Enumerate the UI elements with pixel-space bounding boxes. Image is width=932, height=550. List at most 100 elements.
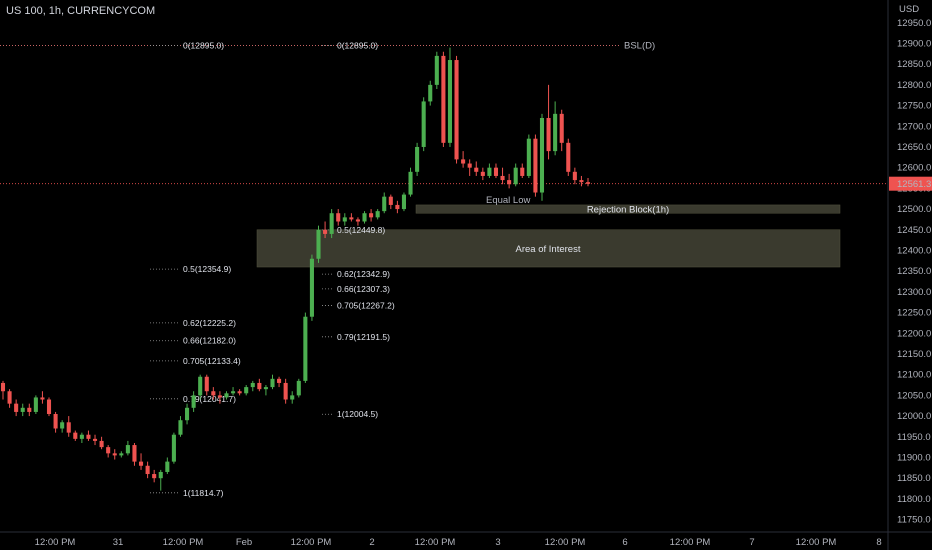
y-tick-label: 11800.0 — [897, 494, 931, 505]
candle-body-up — [185, 407, 190, 421]
fib-level-label-left: 0.5(12354.9) — [183, 264, 231, 274]
candle-body-up — [382, 196, 387, 212]
candle-body-down — [559, 113, 564, 143]
zone-rect — [415, 204, 841, 214]
candle-body-up — [270, 378, 275, 388]
candle-body-down — [507, 180, 512, 185]
candle-body-up — [171, 434, 176, 462]
candle-body-up — [178, 420, 183, 435]
candle-body-up — [362, 213, 367, 222]
candle-body-up — [263, 387, 268, 390]
candle-body-down — [369, 213, 374, 218]
candle-body-down — [237, 391, 242, 394]
candle-body-down — [40, 397, 45, 400]
candle-body-down — [7, 391, 12, 404]
y-tick-label: 11900.0 — [897, 452, 931, 463]
y-tick-label: 12250.0 — [897, 308, 931, 319]
x-tick-label: 3 — [495, 537, 500, 548]
candle-body-up — [33, 397, 38, 412]
candle-body-up — [316, 229, 321, 259]
candle-body-up — [119, 453, 124, 456]
x-tick-label: 7 — [749, 537, 754, 548]
candle-body-up — [434, 55, 439, 85]
fib-level-label-right: 1(12004.5) — [337, 409, 378, 419]
candle-body-down — [461, 159, 466, 164]
candle-body-up — [303, 316, 308, 381]
y-tick-label: 12500.0 — [897, 204, 931, 215]
fib-level-label-left: 0.62(12225.2) — [183, 318, 236, 328]
y-tick-label: 12300.0 — [897, 287, 931, 298]
candle-body-up — [513, 167, 518, 185]
candle-body-up — [20, 407, 25, 412]
symbol-title: US 100, 1h, CURRENCYCOM — [6, 5, 156, 17]
fib-level-label-left: 0.66(12182.0) — [183, 336, 236, 346]
candle-body-up — [244, 387, 249, 394]
fib-level-label-right: 0.62(12342.9) — [337, 269, 390, 279]
candle-body-down — [66, 422, 71, 433]
candle-body-up — [342, 217, 347, 222]
candle-body-down — [53, 414, 58, 429]
y-tick-label: 12750.0 — [897, 101, 931, 112]
candle-body-up — [296, 380, 301, 396]
candle-body-down — [211, 391, 216, 396]
fib-level-label-left: 0(12895.0) — [183, 41, 224, 51]
candle-body-up — [539, 117, 545, 193]
bsl-label: BSL(D) — [624, 41, 655, 52]
candle-body-down — [579, 180, 584, 183]
candle-body-up — [125, 445, 130, 454]
candle-body-up — [290, 395, 295, 400]
equal-low-label: Equal Low — [486, 195, 531, 206]
x-tick-label: 12:00 PM — [545, 537, 586, 548]
candle-body-down — [27, 407, 32, 412]
fib-level-label-right: 0.705(12267.2) — [337, 300, 395, 310]
candle-body-down — [355, 219, 360, 222]
candle-body-up — [401, 194, 406, 210]
x-tick-label: 12:00 PM — [796, 537, 837, 548]
y-tick-label: 11950.0 — [897, 432, 931, 443]
y-tick-label: 12900.0 — [897, 38, 931, 49]
candle-body-up — [224, 393, 229, 398]
candle-body-up — [428, 84, 433, 102]
candle-body-up — [198, 376, 203, 396]
fib-level-label-left: 1(11814.7) — [183, 488, 224, 498]
fib-level-label-left: 0.79(12041.7) — [183, 394, 236, 404]
candle-body-down — [454, 60, 459, 160]
x-tick-label: 31 — [113, 537, 124, 548]
y-tick-label: 12350.0 — [897, 266, 931, 277]
candle-body-down — [99, 440, 104, 448]
candle-body-down — [106, 447, 111, 454]
candle-body-up — [60, 422, 65, 429]
y-tick-label: 12600.0 — [897, 163, 931, 174]
candle-body-down — [132, 445, 137, 462]
candle-body-up — [165, 461, 170, 472]
candle-body-down — [441, 55, 446, 143]
fib-level-label-right: 0.79(12191.5) — [337, 332, 390, 342]
candle-body-down — [520, 167, 525, 176]
current-price-value: 12561.3 — [897, 179, 931, 190]
candle-body-down — [395, 204, 400, 210]
candle-body-up — [329, 213, 334, 234]
candle-body-down — [572, 171, 577, 181]
y-tick-label: 12800.0 — [897, 80, 931, 91]
zone-label: Area of Interest — [516, 244, 581, 255]
y-tick-label: 12100.0 — [897, 370, 931, 381]
candle-body-up — [231, 391, 236, 394]
candle-body-up — [553, 113, 558, 152]
y-tick-label: 12150.0 — [897, 349, 931, 360]
fib-level-label-left: 0.705(12133.4) — [183, 356, 241, 366]
y-tick-label: 12000.0 — [897, 411, 931, 422]
candle-body-down — [388, 196, 393, 205]
candle-body-down — [92, 438, 98, 441]
currency-label: USD — [899, 4, 919, 15]
candle-body-up — [191, 395, 196, 408]
current-price-tag — [889, 176, 932, 191]
candle-body-down — [349, 217, 354, 220]
x-tick-label: 12:00 PM — [670, 537, 711, 548]
y-tick-label: 12950.0 — [897, 18, 931, 29]
candle-body-down — [467, 163, 472, 168]
candle-body-down — [112, 453, 117, 456]
x-tick-label: 8 — [876, 537, 881, 548]
candle-body-up — [526, 138, 531, 176]
